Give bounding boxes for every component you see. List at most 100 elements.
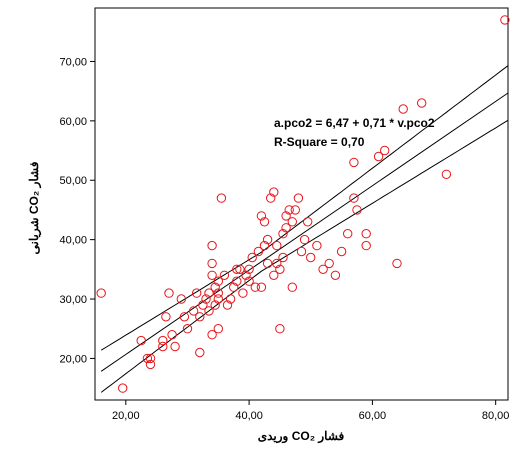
data-point [417,98,427,108]
data-point [198,300,208,310]
data-point [167,330,177,340]
data-point [269,187,279,197]
data-point [213,276,224,286]
data-point [213,294,224,304]
y-tick-label: 60,00 [59,116,87,128]
data-point [293,193,304,203]
data-point [232,264,242,274]
data-point [303,217,313,227]
data-point [278,229,288,239]
y-tick-label: 40,00 [59,235,87,247]
y-axis-title: فشار CO₂ شریانی [27,161,42,254]
data-point [281,211,291,221]
data-point [182,324,193,334]
data-point [361,229,371,239]
data-point [210,282,220,292]
x-tick-label: 60,00 [359,410,387,422]
data-point [269,270,279,280]
data-point [259,217,270,227]
data-point [247,252,257,263]
data-point [299,234,310,245]
data-point [373,151,384,162]
data-point [136,335,146,346]
data-point [398,104,408,114]
data-point [250,282,261,292]
data-point [244,264,254,274]
data-point [204,306,214,316]
data-point [158,341,168,352]
confidence-upper-line [100,65,509,351]
data-point [176,294,187,304]
data-point [207,330,217,340]
data-point [241,270,251,280]
data-point [210,300,220,310]
regression-lines [100,65,509,393]
data-point [164,288,174,298]
data-point [287,282,297,292]
data-point [195,347,205,358]
x-tick-label: 20,00 [112,410,140,422]
data-point [272,258,282,269]
data-point [330,270,341,280]
data-point [229,282,239,292]
data-points [96,15,510,393]
data-point [275,264,285,274]
data-point [324,258,334,269]
data-point [204,288,214,298]
data-point [213,324,224,334]
data-point [296,246,307,257]
r-square-label: R-Square = 0,70 [274,135,365,149]
data-point [352,205,362,215]
data-point [142,353,153,364]
data-point [222,300,233,310]
data-point [161,312,171,322]
data-point [232,276,242,286]
data-point [145,359,156,370]
data-point [235,264,245,274]
data-point [207,270,217,280]
data-point [195,312,205,322]
data-point [266,193,276,203]
data-point [188,306,199,316]
y-axis-ticks: 20,00 30,00 40,00 50,00 60,00 70,00 [59,56,95,365]
data-point [272,240,282,251]
data-point [275,324,285,334]
data-point [361,240,371,251]
data-point [216,193,227,203]
data-point [318,264,328,274]
data-point [96,288,106,298]
y-tick-label: 30,00 [59,294,87,306]
data-point [207,258,217,269]
data-point [262,258,273,269]
data-point [256,211,267,221]
data-point [219,270,230,280]
y-tick-label: 50,00 [59,175,87,187]
data-point [500,15,510,25]
data-point [158,335,168,346]
data-point [192,288,202,298]
data-point [343,229,353,239]
data-point [201,294,211,304]
x-tick-label: 40,00 [235,410,263,422]
data-point [259,240,270,251]
data-point [312,240,322,251]
data-point [281,223,291,233]
data-point [284,205,294,215]
data-point [170,341,180,352]
data-point [256,282,267,292]
data-point [441,169,452,180]
data-point [118,383,128,393]
data-point [380,145,390,156]
data-point [336,246,347,257]
data-point [238,288,248,298]
data-point [349,157,359,168]
data-point [349,193,359,203]
regression-fit-line [100,92,509,372]
data-point [253,246,264,257]
plot-area-frame [94,7,509,401]
data-point [278,252,288,263]
data-point [287,217,297,227]
y-tick-label: 20,00 [59,353,87,365]
